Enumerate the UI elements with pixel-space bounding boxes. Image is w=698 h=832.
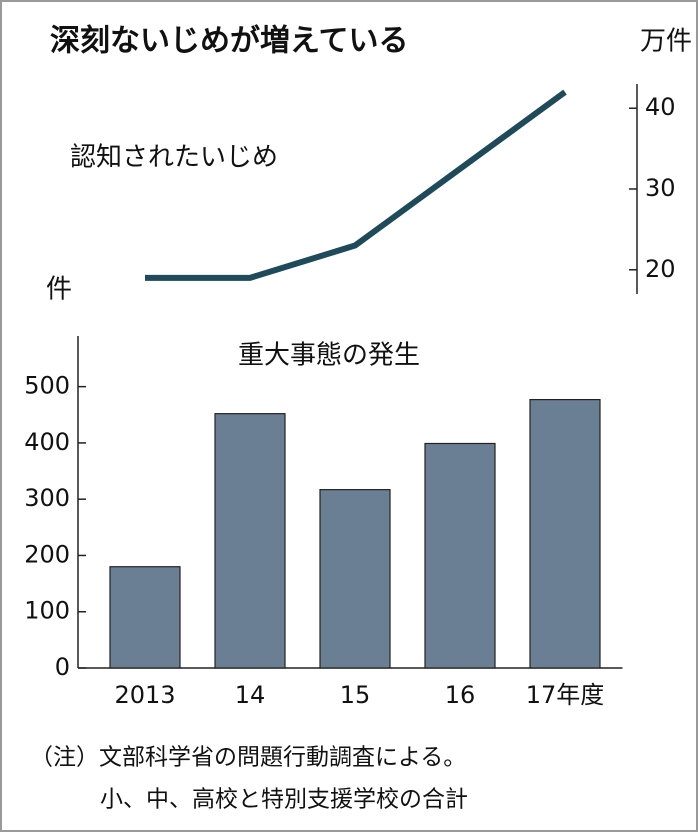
y-tick-label: 400 <box>24 428 70 456</box>
y-axis-label: 万件 <box>640 27 692 57</box>
note: 小、中、高校と特別支援学校の合計 <box>100 787 468 813</box>
x-tick-label: 2013 <box>114 681 175 709</box>
series-label: 重大事態の発生 <box>238 341 420 371</box>
y-tick-label: 100 <box>24 597 70 625</box>
bar <box>424 442 496 669</box>
bar <box>109 566 181 669</box>
x-tick-label: 15 <box>340 681 371 709</box>
bar <box>319 489 391 669</box>
series-label: 認知されたいじめ <box>70 143 278 173</box>
y-tick-label: 500 <box>24 372 70 400</box>
chart-title: 深刻ないじめが増えている <box>50 24 409 59</box>
y-tick-label: 40 <box>645 93 676 121</box>
note: （注）文部科学省の問題行動調査による。 <box>30 745 466 771</box>
x-tick-label: 16 <box>445 681 476 709</box>
y-tick-label: 200 <box>24 540 70 568</box>
y-tick-label: 0 <box>55 653 70 681</box>
x-tick-label: 14 <box>235 681 266 709</box>
y-tick-label: 20 <box>645 255 676 283</box>
y-axis-label: 件 <box>46 275 72 305</box>
line <box>145 89 567 281</box>
y-tick-label: 300 <box>24 484 70 512</box>
bar <box>529 398 601 669</box>
y-tick-label: 30 <box>645 174 676 202</box>
x-tick-label: 17年度 <box>526 681 605 709</box>
bar <box>214 413 286 669</box>
